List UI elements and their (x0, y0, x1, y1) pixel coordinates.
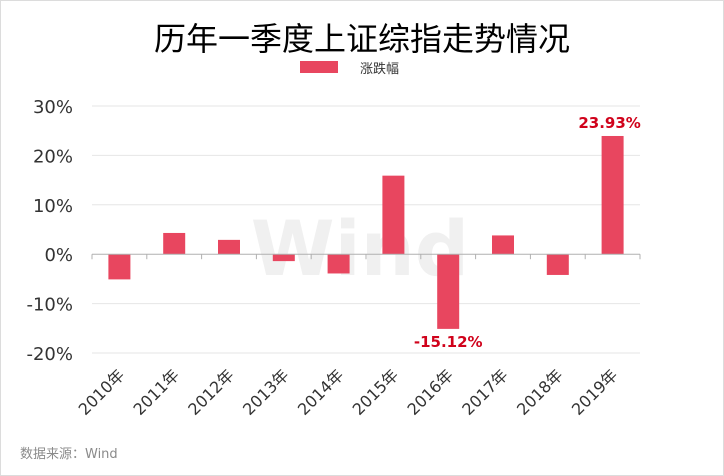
annotations: -15.12% 23.93% (414, 114, 641, 351)
grid-lines (92, 105, 640, 354)
bar (546, 254, 569, 275)
legend-swatch (300, 61, 338, 73)
y-tick-label: 30% (33, 97, 73, 118)
chart-title: 历年一季度上证综指走势情况 (154, 20, 570, 58)
data-label: 23.93% (578, 114, 640, 132)
y-tick-label: 0% (44, 245, 73, 266)
y-axis: 30% 20% 10% 0% -10% -20% (26, 97, 73, 365)
bar (437, 254, 460, 329)
bar (108, 254, 131, 280)
y-tick-label: 20% (33, 146, 73, 167)
data-label: -15.12% (414, 333, 483, 351)
bar (601, 135, 624, 255)
y-tick-label: -10% (26, 295, 73, 316)
bars (108, 135, 624, 329)
legend-label: 涨跌幅 (360, 61, 399, 77)
bar (492, 235, 514, 255)
source-note: 数据来源：Wind (20, 447, 118, 462)
bar (327, 254, 350, 274)
y-tick-label: -20% (26, 344, 73, 365)
bar (272, 254, 295, 262)
bar (163, 232, 186, 255)
legend: 涨跌幅 (300, 61, 399, 77)
bar (218, 239, 240, 255)
watermark: Wind (251, 204, 469, 293)
bar (382, 175, 405, 255)
y-tick-label: 10% (33, 196, 73, 217)
